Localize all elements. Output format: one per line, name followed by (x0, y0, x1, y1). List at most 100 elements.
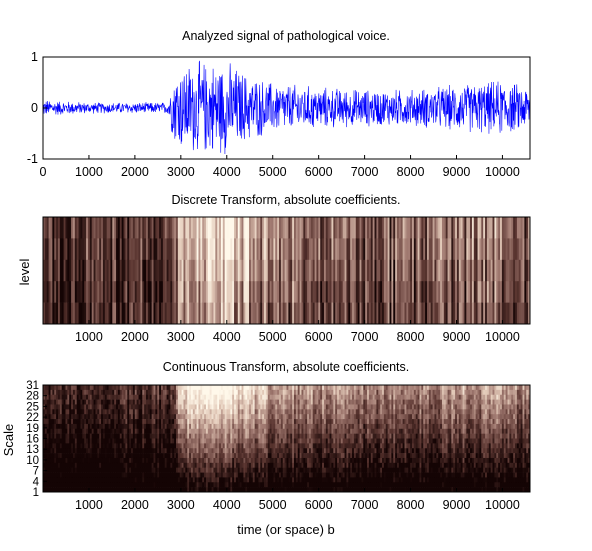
heatmap-cell (310, 472, 314, 478)
heatmap-cell (215, 414, 218, 420)
heatmap-cell (91, 448, 95, 454)
heatmap-cell (172, 389, 175, 396)
heatmap-cell (93, 472, 97, 478)
heatmap-cell (509, 217, 512, 239)
heatmap-cell (207, 443, 211, 449)
heatmap-cell (102, 457, 106, 464)
heatmap-cell (307, 453, 310, 459)
heatmap-cell (335, 467, 338, 473)
heatmap-cell (500, 217, 503, 239)
heatmap-cell (282, 438, 286, 444)
heatmap-cell (269, 419, 273, 425)
heatmap-cell (305, 448, 308, 454)
heatmap-cell (177, 472, 181, 478)
heatmap-cell (350, 443, 353, 449)
heatmap-cell (155, 409, 158, 415)
heatmap-cell (136, 438, 140, 444)
heatmap-cell (56, 433, 59, 439)
heatmap-cell (290, 423, 293, 430)
heatmap-cell (125, 443, 128, 449)
heatmap-cell (501, 281, 505, 303)
heatmap-cell (69, 217, 72, 239)
heatmap-cell (338, 302, 342, 324)
heatmap-cell (389, 281, 392, 303)
heatmap-cell (254, 394, 258, 400)
heatmap-cell (131, 414, 134, 420)
heatmap-cell (241, 438, 245, 444)
heatmap-cell (342, 433, 346, 439)
heatmap-cell (337, 428, 340, 434)
heatmap-cell (264, 428, 267, 434)
heatmap-cell (146, 399, 149, 405)
heatmap-cell (127, 428, 130, 434)
heatmap-cell (185, 472, 188, 478)
heatmap-cell (314, 399, 318, 405)
heatmap-cell (290, 467, 293, 473)
heatmap-cell (112, 238, 115, 261)
heatmap-cell (247, 399, 250, 405)
heatmap-cell (78, 462, 82, 468)
heatmap-cell (213, 409, 216, 415)
heatmap-cell (299, 453, 303, 459)
heatmap-cell (174, 389, 177, 396)
heatmap-cell (48, 409, 52, 415)
heatmap-cell (194, 438, 198, 444)
heatmap-cell (402, 238, 406, 261)
heatmap-cell (340, 404, 344, 410)
heatmap-cell (183, 487, 186, 492)
heatmap-cell (338, 217, 342, 239)
heatmap-cell (207, 448, 211, 454)
heatmap-cell (207, 409, 211, 415)
heatmap-cell (215, 302, 218, 324)
heatmap-cell (483, 217, 486, 239)
heatmap-cell (198, 477, 201, 483)
heatmap-cell (190, 477, 194, 483)
heatmap-cell (397, 217, 400, 239)
heatmap-cell (181, 389, 185, 396)
heatmap-cell (144, 482, 147, 488)
heatmap-cell (211, 302, 215, 324)
heatmap-cell (273, 281, 276, 303)
heatmap-cell (288, 443, 291, 449)
heatmap-cell (308, 385, 312, 391)
heatmap-cell (161, 457, 164, 464)
heatmap-cell (67, 457, 70, 464)
heatmap-cell (305, 467, 308, 473)
heatmap-cell (290, 438, 293, 444)
heatmap-cell (117, 217, 121, 239)
heatmap-cell (136, 302, 140, 324)
heatmap-cell (265, 477, 269, 483)
heatmap-cell (54, 404, 57, 410)
heatmap-cell (147, 399, 151, 405)
heatmap-cell (207, 217, 211, 239)
heatmap-cell (104, 487, 108, 492)
heatmap-cell (153, 414, 156, 420)
heatmap-cell (250, 443, 254, 449)
heatmap-cell (340, 281, 344, 303)
heatmap-cell (303, 457, 306, 464)
heatmap-cell (303, 467, 306, 473)
heatmap-cell (205, 217, 209, 239)
heatmap-cell (125, 399, 128, 405)
heatmap-cell (198, 428, 201, 434)
heatmap-cell (117, 409, 121, 415)
heatmap-cell (344, 428, 348, 434)
heatmap-cell (43, 389, 46, 396)
heatmap-cell (239, 419, 243, 425)
heatmap-cell (121, 457, 125, 464)
heatmap-cell (260, 428, 263, 434)
heatmap-cell (335, 399, 338, 405)
heatmap-cell (308, 238, 312, 261)
heatmap-cell (144, 438, 147, 444)
heatmap-cell (194, 448, 198, 454)
heatmap-cell (331, 404, 334, 410)
heatmap-cell (131, 389, 134, 396)
heatmap-cell (277, 448, 280, 454)
heatmap-cell (172, 443, 175, 449)
heatmap-cell (273, 467, 276, 473)
heatmap-cell (511, 217, 514, 239)
heatmap-cell (237, 438, 241, 444)
heatmap-cell (346, 453, 349, 459)
heatmap-cell (157, 448, 160, 454)
heatmap-cell (162, 281, 166, 303)
